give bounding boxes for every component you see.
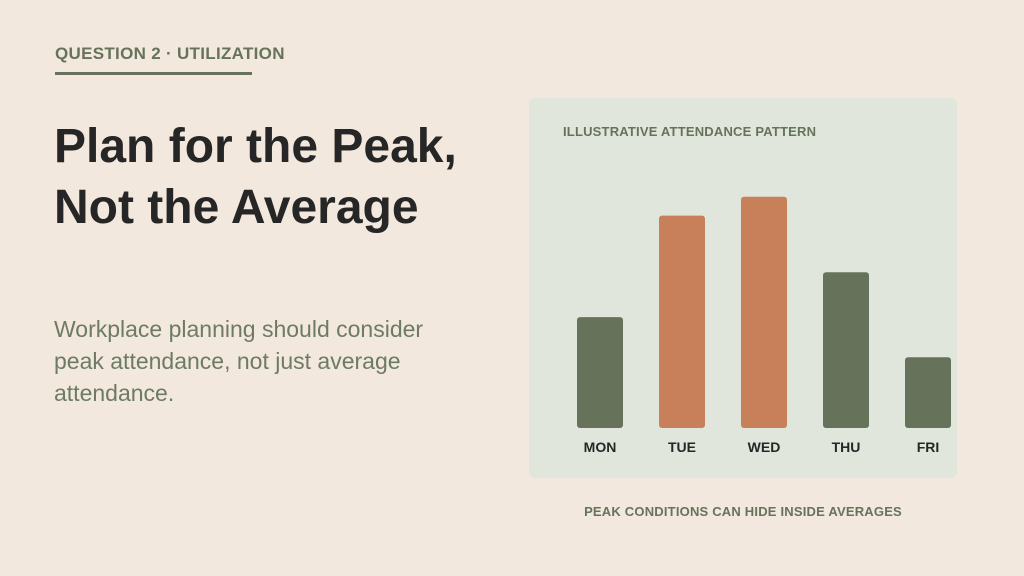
page-title: Plan for the Peak, Not the Average [54,120,457,234]
page-subtitle: Workplace planning should consider peak … [54,316,424,406]
bar-wed [741,196,787,428]
x-tick-label-tue: TUE [668,439,696,455]
bar-thu [823,272,869,428]
bar-tue [659,215,705,428]
x-tick-label-mon: MON [584,439,617,455]
bar-fri [905,357,951,428]
chart-title: ILLUSTRATIVE ATTENDANCE PATTERN [563,124,817,139]
chart-caption: PEAK CONDITIONS CAN HIDE INSIDE AVERAGES [584,504,902,519]
x-tick-label-thu: THU [832,439,861,455]
eyebrow-underline [55,72,252,75]
eyebrow-label: QUESTION 2 · UTILIZATION [55,44,285,63]
x-tick-label-wed: WED [748,439,781,455]
bar-mon [577,317,623,428]
x-tick-label-fri: FRI [917,439,940,455]
